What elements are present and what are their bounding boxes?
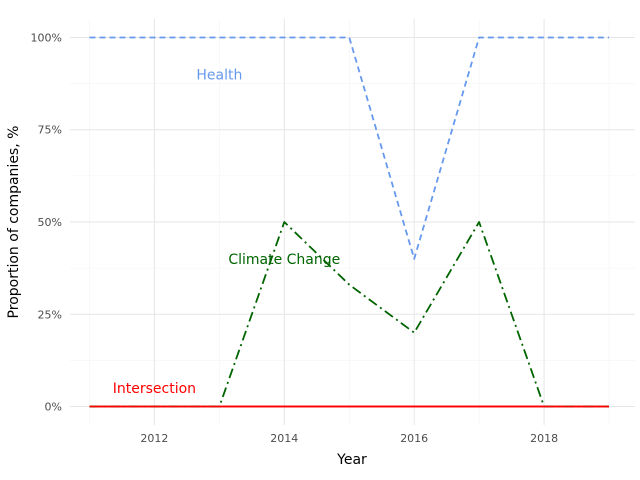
x-tick-label: 2012	[140, 432, 168, 445]
series-line-health	[89, 36, 609, 260]
series-label-intersection: Intersection	[113, 381, 196, 397]
y-axis-ticks: 0% 25% 50% 75% 100%	[31, 31, 62, 413]
x-axis-ticks: 2012 2014 2016 2018	[140, 432, 558, 445]
x-axis-title: Year	[336, 452, 367, 468]
y-tick-label: 25%	[38, 308, 62, 321]
series-labels: Health Climate Change Intersection	[113, 67, 341, 397]
x-tick-label: 2016	[400, 432, 428, 445]
series-label-climate-change: Climate Change	[228, 252, 340, 268]
series-label-health: Health	[196, 67, 242, 83]
series-lines	[89, 36, 609, 408]
x-tick-label: 2018	[530, 432, 558, 445]
y-axis-title: Proportion of companies, %	[6, 126, 22, 319]
y-tick-label: 100%	[31, 31, 62, 44]
y-tick-label: 50%	[38, 216, 62, 229]
y-tick-label: 75%	[38, 124, 62, 137]
y-tick-label: 0%	[45, 401, 62, 414]
x-tick-label: 2014	[270, 432, 298, 445]
